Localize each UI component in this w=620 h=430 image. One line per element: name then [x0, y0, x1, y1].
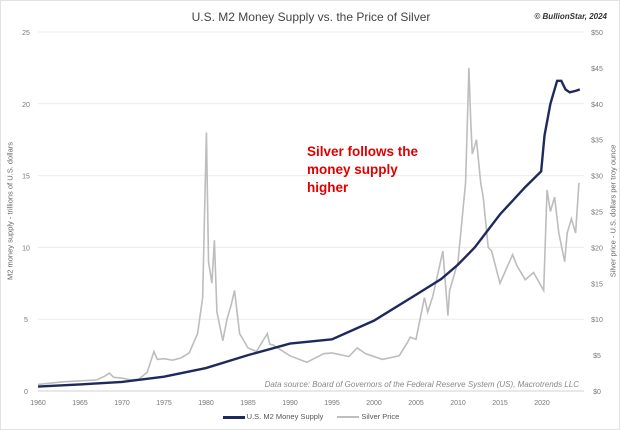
y2-tick-label: $20: [591, 245, 603, 252]
y2-tick-label: $40: [591, 102, 603, 109]
y-tick-label: 0: [24, 389, 28, 396]
x-tick-label: 2000: [366, 400, 382, 407]
x-tick-label: 1975: [156, 400, 172, 407]
m2-money-supply-line: [37, 79, 581, 388]
x-tick-label: 2005: [408, 400, 424, 407]
x-tick-label: 1980: [198, 400, 214, 407]
y-tick-label: 10: [22, 245, 30, 252]
x-tick-label: 1960: [30, 400, 46, 407]
x-tick-label: 1995: [324, 400, 340, 407]
y2-tick-label: $30: [591, 174, 603, 181]
legend-item-silver: Silver Price: [337, 412, 399, 421]
y2-axis-label: Silver price - U.S. dollars per troy oun…: [608, 144, 618, 278]
annotation: Silver follows the money supply higher: [307, 144, 419, 195]
y2-tick-label: $50: [591, 30, 603, 37]
silver-price-line: [37, 67, 580, 386]
legend-label: U.S. M2 Money Supply: [246, 412, 324, 421]
x-tick-label: 1985: [240, 400, 256, 407]
y2-tick-label: $35: [591, 138, 603, 145]
x-tick-label: 2015: [492, 400, 508, 407]
x-tick-label: 1970: [114, 400, 130, 407]
y2-tick-label: $5: [593, 353, 601, 360]
chart-title: U.S. M2 Money Supply vs. the Price of Si…: [191, 10, 431, 24]
x-tick-label: 2010: [450, 400, 466, 407]
y-tick-label: 20: [22, 102, 30, 109]
legend-swatch: [337, 416, 360, 419]
x-tick-label: 1990: [282, 400, 298, 407]
y2-tick-label: $0: [593, 389, 601, 396]
y-tick-label: 25: [22, 30, 30, 37]
y2-tick-label: $25: [591, 210, 603, 217]
x-tick-label: 1965: [72, 400, 88, 407]
legend-label: Silver Price: [361, 412, 400, 421]
y-tick-label: 15: [22, 174, 30, 181]
data-source: Data source: Board of Governors of the F…: [264, 380, 579, 389]
legend-item-m2: U.S. M2 Money Supply: [222, 412, 324, 421]
y2-tick-label: $45: [591, 66, 603, 73]
credit: © BullionStar, 2024: [534, 12, 607, 21]
y-axis-label: M2 money supply - trillions of U.S. doll…: [5, 142, 15, 280]
y-tick-label: 5: [24, 317, 28, 324]
y2-tick-label: $15: [591, 281, 603, 288]
x-tick-label: 2020: [534, 400, 550, 407]
legend: U.S. M2 Money Supply Silver Price: [1, 412, 619, 421]
legend-swatch: [222, 415, 245, 419]
y2-tick-label: $10: [591, 317, 603, 324]
